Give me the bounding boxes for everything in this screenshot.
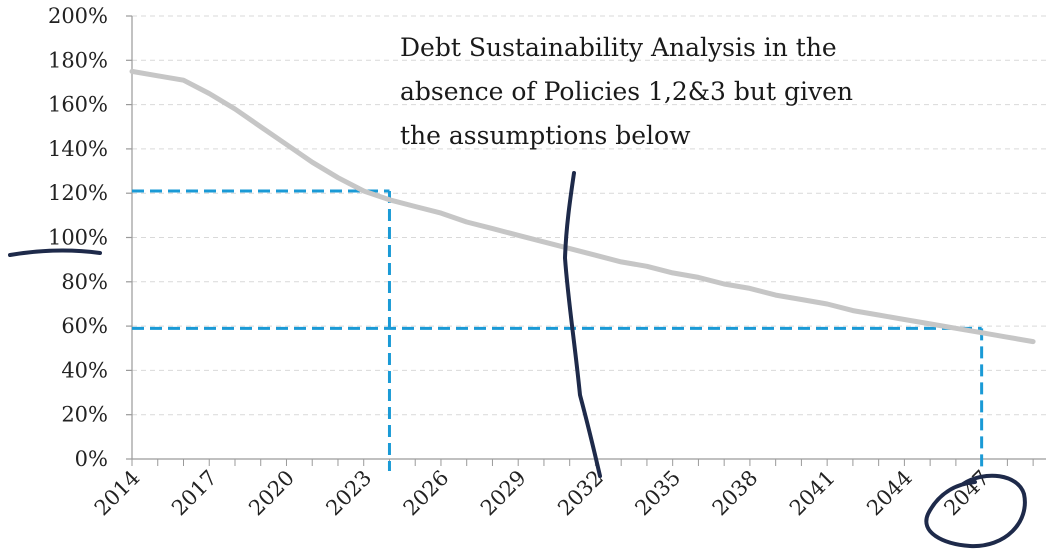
y-tick-label: 40%: [61, 358, 108, 382]
x-tick-label: 2035: [630, 466, 685, 521]
y-tick-label: 160%: [48, 93, 108, 117]
x-tick-label: 2038: [708, 466, 763, 521]
y-tick-label: 0%: [75, 447, 108, 471]
y-tick-label: 180%: [48, 48, 108, 72]
x-tick-label: 2041: [785, 466, 840, 521]
reference-lines: [132, 189, 984, 471]
annotation-line-3: the assumptions below: [400, 121, 691, 150]
annotation-line-2: absence of Policies 1,2&3 but given: [400, 77, 853, 106]
y-tick-label: 200%: [48, 4, 108, 28]
annotation-line-1: Debt Sustainability Analysis in the: [400, 33, 837, 62]
y-tick-labels: 0% 20% 40% 60% 80% 100% 120% 140% 160% 180% 200%: [48, 4, 108, 471]
y-tick-label: 120%: [48, 181, 108, 205]
x-tick-label: 2020: [244, 466, 299, 521]
y-tick-label: 80%: [61, 270, 108, 294]
series-lines: [129, 68, 1036, 345]
hand-drawn-vertical-stroke: [562, 171, 602, 478]
x-tick-label: 2014: [90, 466, 145, 521]
y-tick-label: 100%: [48, 226, 108, 250]
axes: [126, 15, 1046, 466]
x-tick-label: 2044: [862, 466, 917, 521]
x-tick-labels: 2014 2017 2020 2023 2026 2029 2032 2035 2038 2041…: [90, 466, 994, 521]
hand-drawn-underline: [8, 248, 102, 257]
debt-ratio-line: [129, 68, 1036, 345]
hand-drawn-circle: [924, 473, 1027, 549]
y-tick-label: 140%: [48, 137, 108, 161]
x-tick-label: 2023: [321, 466, 376, 521]
y-tick-label: 20%: [61, 403, 108, 427]
horizontal-gridlines: [132, 15, 1046, 416]
annotation-text: Debt Sustainability Analysis in the abse…: [400, 33, 861, 150]
x-tick-label: 2026: [399, 466, 454, 521]
x-tick-label: 2017: [167, 466, 222, 521]
x-tick-label: 2029: [476, 466, 531, 521]
y-tick-label: 60%: [61, 314, 108, 338]
